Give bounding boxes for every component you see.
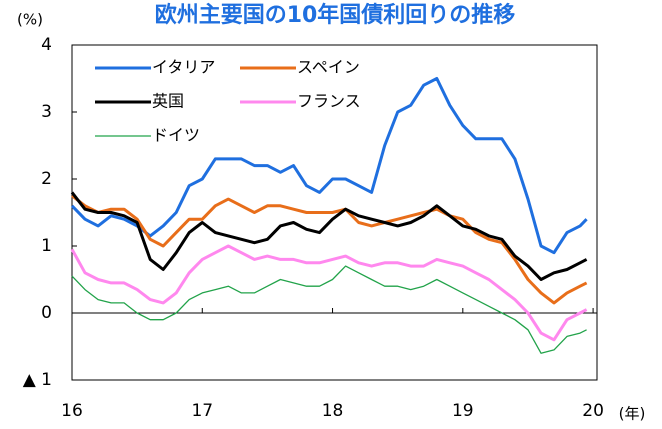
y-tick-label: ▲ 1: [23, 370, 52, 390]
legend-label: フランス: [297, 92, 361, 111]
chart-title: 欧州主要国の10年国債利回りの推移: [155, 2, 516, 28]
x-tick-label: 20: [582, 401, 604, 421]
x-tick-label: 16: [61, 401, 83, 421]
series-line: [70, 244, 588, 342]
y-tick-label: 1: [41, 236, 52, 256]
y-tick-label: 3: [41, 102, 52, 122]
legend-label: イタリア: [152, 58, 215, 77]
plot-frame: [71, 44, 598, 381]
x-tick-label: 18: [322, 401, 344, 421]
legend-label: ドイツ: [152, 126, 200, 145]
y-axis-label: (%): [17, 11, 43, 29]
y-tick-label: 2: [41, 169, 52, 189]
series-line: [70, 191, 588, 281]
series-line: [70, 77, 588, 255]
series-line: [71, 194, 588, 305]
x-tick-label: 17: [191, 401, 213, 421]
y-tick-label: 0: [41, 303, 52, 323]
y-tick-label: 4: [41, 35, 52, 55]
x-tick-label: 19: [452, 401, 474, 421]
series-line: [71, 265, 587, 354]
legend-label: 英国: [152, 92, 184, 111]
x-axis-label: (年): [619, 405, 646, 423]
legend-label: スペイン: [297, 58, 360, 77]
